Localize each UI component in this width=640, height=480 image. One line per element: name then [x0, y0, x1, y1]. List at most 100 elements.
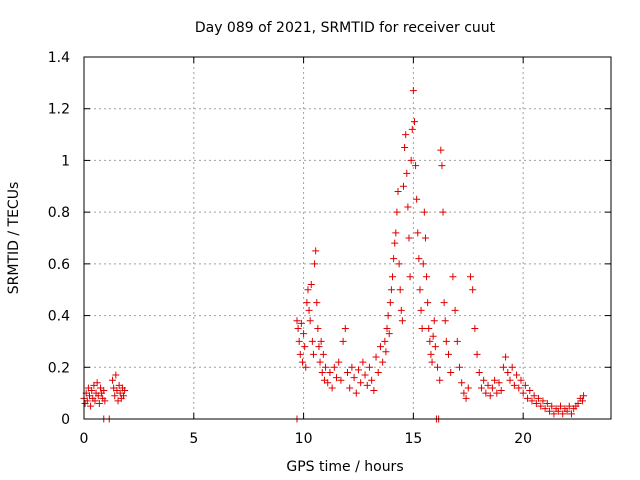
data-point — [473, 350, 481, 358]
data-point — [361, 371, 369, 379]
y-axis-title: SRMTID / TECUs — [6, 182, 22, 295]
data-point — [423, 273, 431, 281]
data-point — [415, 255, 423, 263]
data-point — [317, 337, 325, 345]
data-point — [464, 384, 472, 392]
data-point — [475, 368, 483, 376]
data-point — [530, 392, 538, 400]
data-point — [306, 317, 314, 325]
data-point — [506, 376, 514, 384]
y-tick-labels: 0 0.2 0.4 0.6 0.8 1 1.2 1.4 — [48, 50, 70, 428]
data-point — [374, 368, 382, 376]
data-point — [438, 162, 446, 170]
y-tick-label: 0 — [61, 412, 70, 428]
data-point — [296, 350, 304, 358]
data-point — [314, 325, 322, 332]
data-point — [431, 343, 439, 351]
data-point — [471, 325, 479, 332]
data-point — [379, 358, 387, 366]
data-point — [397, 306, 405, 314]
data-point — [337, 376, 345, 384]
data-point — [313, 299, 321, 307]
data-point — [354, 366, 362, 374]
data-point — [109, 376, 117, 384]
data-point — [319, 350, 327, 358]
data-point — [408, 125, 416, 133]
data-point — [328, 384, 336, 392]
data-point — [526, 387, 534, 395]
y-tick-label: 0.6 — [48, 257, 70, 273]
data-point — [390, 255, 398, 263]
data-point — [513, 371, 521, 379]
data-point — [426, 337, 434, 345]
data-point — [297, 319, 305, 327]
data-point — [521, 381, 529, 389]
data-point — [416, 286, 424, 294]
data-point — [502, 353, 510, 361]
data-point — [453, 337, 461, 345]
data-point — [121, 387, 129, 395]
data-point — [396, 286, 404, 294]
data-point — [83, 397, 91, 405]
data-point — [440, 299, 448, 307]
y-tick-label: 0.4 — [48, 309, 70, 325]
data-point — [101, 397, 109, 405]
data-point — [524, 394, 532, 402]
data-point — [442, 337, 450, 345]
y-tick-label: 0.8 — [48, 205, 70, 221]
chart-title: Day 089 of 2021, SRMTID for receiver cuu… — [195, 20, 496, 36]
data-point — [451, 306, 459, 314]
data-point — [532, 399, 540, 407]
data-point — [420, 208, 428, 216]
data-point — [309, 350, 317, 358]
data-point — [382, 348, 390, 356]
x-tick-label: 10 — [295, 431, 313, 447]
data-point — [439, 208, 447, 216]
data-point — [307, 281, 315, 289]
data-point — [421, 234, 429, 242]
data-point — [480, 376, 488, 384]
data-point — [535, 394, 543, 402]
data-point — [91, 397, 99, 405]
data-point — [517, 376, 525, 384]
data-point — [580, 392, 588, 400]
data-point — [386, 299, 394, 307]
data-point — [491, 376, 499, 384]
data-point — [294, 325, 302, 332]
x-tick-labels: 0 5 10 15 20 — [80, 431, 533, 447]
data-point — [445, 350, 453, 358]
data-point — [429, 332, 437, 340]
data-point — [430, 317, 438, 325]
data-point — [484, 381, 492, 389]
data-point — [403, 169, 411, 177]
data-point — [93, 379, 101, 387]
data-point — [298, 358, 306, 366]
data-point — [120, 392, 128, 400]
x-tick-label: 20 — [514, 431, 532, 447]
data-point — [341, 325, 349, 332]
data-point — [436, 376, 444, 384]
data-point — [316, 358, 324, 366]
x-tick-label: 5 — [189, 431, 198, 447]
x-axis-title: GPS time / hours — [286, 459, 403, 475]
data-point — [460, 389, 468, 397]
data-point — [385, 330, 393, 338]
data-point — [417, 306, 425, 314]
data-point — [556, 402, 564, 410]
data-point — [537, 402, 545, 410]
data-point — [554, 407, 562, 415]
data-point — [112, 371, 120, 379]
data-point — [87, 402, 95, 410]
data-point — [395, 260, 403, 268]
data-point — [419, 260, 427, 268]
data-point — [519, 389, 527, 397]
data-point — [330, 363, 338, 371]
data-point — [301, 343, 309, 351]
data-point — [394, 187, 402, 195]
data-point — [434, 363, 442, 371]
data-point — [359, 358, 367, 366]
data-point — [402, 131, 410, 139]
data-point — [318, 368, 326, 376]
data-point — [567, 410, 575, 418]
